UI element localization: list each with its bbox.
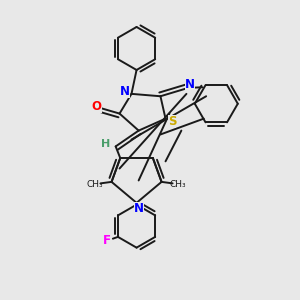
Text: O: O (92, 100, 101, 113)
Text: H: H (101, 139, 111, 149)
Text: N: N (120, 85, 130, 98)
Text: CH₃: CH₃ (170, 180, 186, 189)
Text: N: N (185, 78, 195, 92)
Text: S: S (168, 115, 176, 128)
Text: N: N (134, 202, 144, 215)
Text: CH₃: CH₃ (87, 180, 103, 189)
Text: F: F (103, 234, 111, 247)
